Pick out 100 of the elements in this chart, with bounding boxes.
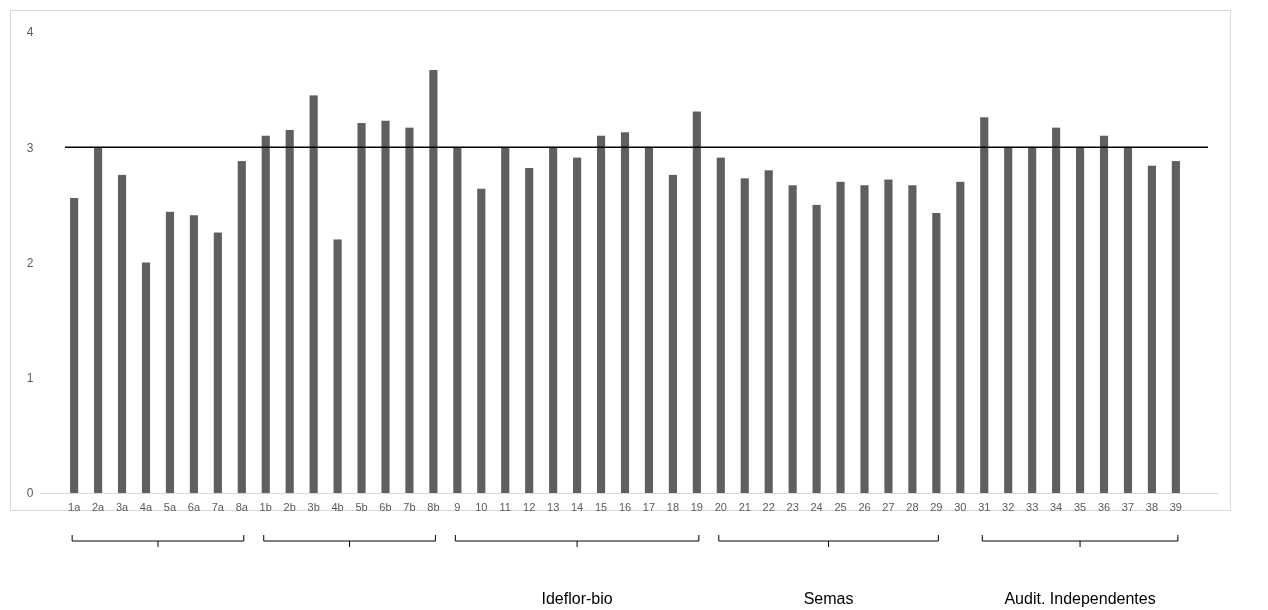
bar — [501, 147, 510, 493]
bar — [860, 185, 869, 493]
text: Semas — [803, 590, 854, 607]
bar — [333, 239, 342, 493]
x-tick-label: 38 — [1145, 500, 1159, 513]
bar — [788, 185, 797, 493]
x-tick-label: 18 — [666, 500, 680, 513]
x-tick-label: 11 — [499, 500, 511, 513]
bar — [1052, 127, 1061, 493]
x-tick-label: 29 — [930, 500, 943, 513]
x-tick-label: 13 — [547, 500, 560, 513]
bar — [1028, 147, 1037, 493]
x-tick-label: 4a — [139, 500, 153, 513]
bar — [716, 157, 725, 493]
bar — [549, 147, 558, 493]
x-tick-label: 21 — [738, 500, 751, 513]
bar — [1075, 147, 1085, 493]
x-tick-label: 28 — [906, 500, 919, 513]
x-tick-label: 7a — [211, 500, 225, 513]
x-tick-label: 14 — [570, 500, 584, 513]
x-tick-label: 27 — [882, 500, 895, 513]
bar — [117, 174, 127, 493]
bar — [620, 132, 630, 493]
bar — [70, 197, 79, 493]
bar — [932, 212, 941, 493]
x-tick-label: 22 — [762, 500, 775, 513]
bar — [357, 123, 366, 493]
bar — [381, 120, 390, 493]
bar — [165, 211, 175, 493]
bar — [908, 185, 917, 493]
x-tick-label: 26 — [858, 500, 871, 513]
x-tick-label: 3b — [307, 500, 320, 513]
bar — [668, 174, 677, 493]
x-tick-label: 17 — [642, 500, 656, 513]
x-tick-label: 37 — [1121, 500, 1135, 513]
x-tick-label: 31 — [978, 500, 991, 513]
x-tick-label: 33 — [1026, 500, 1039, 513]
x-tick-label: 39 — [1169, 500, 1182, 513]
bar — [285, 129, 294, 493]
bar — [692, 111, 701, 493]
bar — [812, 204, 821, 493]
x-tick-label: 5a — [163, 500, 177, 513]
bar — [237, 161, 246, 493]
x-tick-label: 16 — [618, 500, 632, 513]
bar — [477, 188, 486, 493]
bar — [94, 147, 103, 493]
x-tick-label: 34 — [1049, 500, 1063, 513]
bar — [884, 179, 893, 493]
x-tick-label: 20 — [714, 500, 727, 513]
x-tick-label: 2b — [283, 500, 296, 513]
bar — [189, 215, 198, 493]
x-tick-label: 19 — [690, 500, 703, 513]
bar — [141, 262, 151, 493]
x-tick-label: 1b — [259, 500, 272, 513]
bar — [213, 232, 222, 493]
bar — [1171, 161, 1180, 493]
y-tick-label: 1 — [26, 371, 34, 386]
bar — [980, 117, 989, 493]
bar — [644, 147, 654, 493]
x-tick-label: 7b — [403, 500, 416, 513]
x-tick-label: 32 — [1002, 500, 1015, 513]
x-tick-label: 2a — [91, 500, 106, 513]
bar — [405, 127, 414, 493]
bar — [453, 147, 462, 493]
x-tick-label: 4b — [331, 500, 344, 513]
bar — [309, 95, 318, 493]
bar — [1099, 135, 1109, 493]
x-tick-label: 35 — [1073, 500, 1087, 513]
bar — [1123, 147, 1133, 493]
x-tick-label: 30 — [954, 500, 967, 513]
x-tick-label: 12 — [523, 500, 536, 513]
x-tick-label: 6a — [187, 500, 201, 513]
x-tick-label: 9 — [454, 500, 461, 513]
bar — [1004, 147, 1013, 493]
x-tick-label: 6b — [379, 500, 392, 513]
x-tick-label: 24 — [810, 500, 823, 513]
bar — [956, 181, 965, 493]
bar — [429, 70, 438, 493]
x-tick-label: 5b — [355, 500, 368, 513]
bar — [836, 181, 845, 493]
x-tick-label: 10 — [475, 500, 488, 513]
x-tick-label: 23 — [786, 500, 799, 513]
bar — [573, 157, 582, 493]
bar — [261, 135, 270, 493]
bar — [740, 178, 749, 493]
text: Audit. Independentes — [1004, 590, 1156, 607]
x-tick-label: 8b — [427, 500, 440, 513]
x-tick-label: 3a — [115, 500, 130, 513]
y-tick-label: 3 — [26, 140, 34, 155]
y-tick-label: 0 — [26, 486, 34, 501]
text: Ideflor-bio — [541, 590, 613, 607]
x-tick-label: 36 — [1097, 500, 1111, 513]
bar — [596, 135, 606, 493]
x-tick-label: 1a — [68, 500, 82, 513]
bar — [764, 170, 773, 493]
bar — [1147, 165, 1156, 493]
x-tick-label: 15 — [594, 500, 608, 513]
y-tick-label: 2 — [26, 255, 34, 270]
x-tick-label: 25 — [834, 500, 847, 513]
bar — [525, 168, 534, 493]
